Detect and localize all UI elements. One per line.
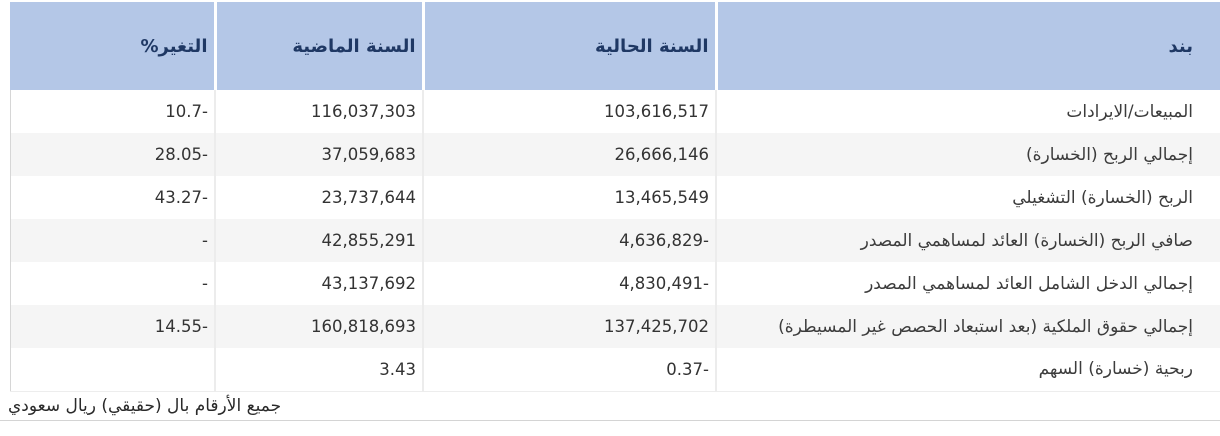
table-header: بند السنة الحالية السنة الماضية التغير% [10,2,1220,90]
cell-change-percent: 10.7- [9,90,215,133]
table-row: المبيعات/الايرادات 103,616,517 116,037,3… [9,90,1220,133]
cell-item: إجمالي الربح (الخسارة) [715,133,1220,176]
cell-current-year: 26,666,146 [422,133,716,176]
cell-change-percent: 43.27- [9,176,215,219]
cell-previous-year: 23,737,644 [214,176,423,219]
cell-current-year: 103,616,517 [422,90,716,133]
cell-current-year: 137,425,702 [422,305,716,348]
cell-previous-year: 37,059,683 [214,133,423,176]
cell-previous-year: 43,137,692 [214,262,423,305]
cell-current-year: 4,636,829- [422,219,716,262]
cell-change-percent: 14.55- [9,305,215,348]
cell-current-year: 4,830,491- [422,262,716,305]
column-header-change-percent: التغير% [10,2,215,90]
cell-change-percent: - [9,219,215,262]
cell-change-percent: - [9,262,215,305]
header-row: بند السنة الحالية السنة الماضية التغير% [10,2,1220,90]
table-row: الربح (الخسارة) التشغيلي 13,465,549 23,7… [9,176,1220,219]
table-row: إجمالي الدخل الشامل العائد لمساهمي المصد… [9,262,1220,305]
units-note: جميع الأرقام بال (حقيقي) ريال سعودي [8,395,282,416]
cell-item: إجمالي حقوق الملكية (بعد استبعاد الحصص غ… [715,305,1220,348]
column-header-current-year: السنة الحالية [421,2,716,90]
cell-item: إجمالي الدخل الشامل العائد لمساهمي المصد… [715,262,1220,305]
table-row: إجمالي حقوق الملكية (بعد استبعاد الحصص غ… [9,305,1220,348]
cell-current-year: 13,465,549 [422,176,716,219]
cell-item: صافي الربح (الخسارة) العائد لمساهمي المص… [715,219,1220,262]
column-header-previous-year: السنة الماضية [213,2,423,90]
cell-change-percent: 28.05- [9,133,215,176]
cell-current-year: 0.37- [422,348,716,392]
cell-previous-year: 3.43 [214,348,423,392]
column-header-item: بند [714,2,1220,90]
cell-previous-year: 116,037,303 [214,90,423,133]
cell-item: ربحية (خسارة) السهم [715,348,1220,392]
bottom-divider [0,419,1220,421]
table-row: صافي الربح (الخسارة) العائد لمساهمي المص… [9,219,1220,262]
cell-item: الربح (الخسارة) التشغيلي [715,176,1220,219]
cell-previous-year: 42,855,291 [214,219,423,262]
cell-item: المبيعات/الايرادات [715,90,1220,133]
table-row: إجمالي الربح (الخسارة) 26,666,146 37,059… [9,133,1220,176]
cell-change-percent [9,348,215,392]
financials-table: بند السنة الحالية السنة الماضية التغير% … [9,2,1220,392]
table-row: ربحية (خسارة) السهم 0.37- 3.43 [9,348,1220,392]
cell-previous-year: 160,818,693 [214,305,423,348]
financials-table-wrapper: بند السنة الحالية السنة الماضية التغير% … [9,2,1220,392]
